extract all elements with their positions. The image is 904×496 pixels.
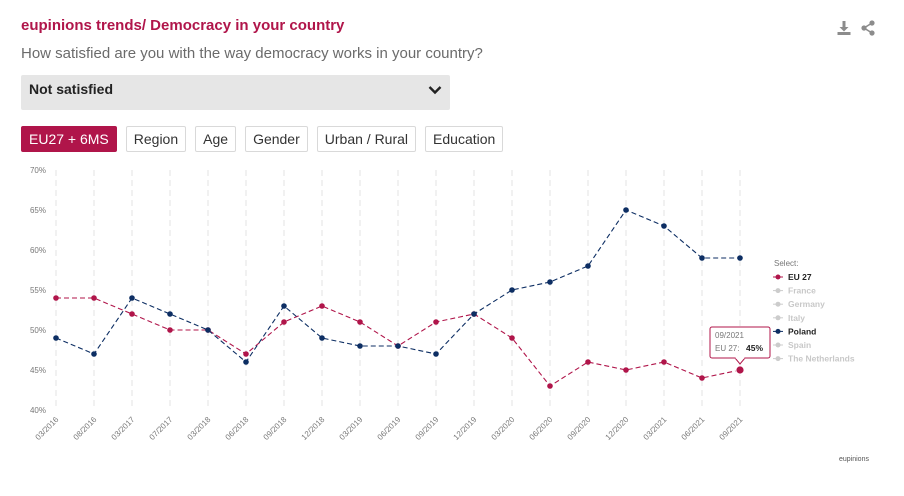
data-point [433, 319, 439, 325]
data-point [129, 295, 135, 301]
legend-marker [775, 315, 781, 321]
data-point [243, 351, 249, 357]
data-point [53, 295, 59, 301]
data-point [661, 359, 667, 365]
data-point [509, 335, 515, 341]
data-point [319, 335, 325, 341]
x-tick-label: 03/2020 [490, 415, 517, 442]
data-point [471, 311, 477, 317]
data-point [91, 295, 97, 301]
tab-region[interactable]: Region [125, 126, 187, 152]
x-tick-label: 09/2020 [566, 415, 593, 442]
data-point [623, 207, 629, 213]
answer-select-value: Not satisfied [29, 81, 114, 97]
legend-marker [775, 301, 781, 307]
data-point [205, 327, 211, 333]
chevron-down-icon [428, 86, 442, 95]
tab-education[interactable]: Education [425, 126, 504, 152]
data-point [281, 303, 287, 309]
share-icon[interactable] [860, 20, 876, 36]
highlight-point [735, 365, 745, 375]
legend-label: EU 27 [788, 272, 812, 282]
x-tick-label: 03/2016 [34, 415, 61, 442]
data-point [91, 351, 97, 357]
data-point [281, 319, 287, 325]
data-point [53, 335, 59, 341]
y-tick-label: 40% [30, 406, 46, 415]
legend-title: Select: [774, 259, 798, 268]
x-tick-label: 09/2018 [262, 415, 289, 442]
y-tick-label: 60% [30, 246, 46, 255]
data-point [547, 279, 553, 285]
legend-label: Germany [788, 299, 825, 309]
data-point [509, 287, 515, 293]
credit-label: eupinions [839, 456, 869, 463]
y-tick-label: 70% [30, 166, 46, 175]
y-tick-label: 50% [30, 326, 46, 335]
x-tick-label: 07/2017 [148, 415, 175, 442]
tooltip-arrow [733, 357, 747, 365]
x-tick-label: 12/2020 [604, 415, 631, 442]
toolbar [836, 20, 876, 36]
tab-age[interactable]: Age [195, 126, 237, 152]
x-tick-label: 06/2020 [528, 415, 555, 442]
data-point [585, 359, 591, 365]
data-point [547, 383, 553, 389]
x-tick-label: 06/2021 [680, 415, 707, 442]
x-tick-label: 12/2019 [452, 415, 479, 442]
tab-gender[interactable]: Gender [245, 126, 308, 152]
tab-eu27-6ms[interactable]: EU27 + 6MS [21, 126, 117, 152]
x-tick-label: 03/2018 [186, 415, 213, 442]
x-tick-label: 03/2021 [642, 415, 669, 442]
data-point [395, 343, 401, 349]
legend-label: Italy [788, 313, 805, 323]
data-point [167, 327, 173, 333]
data-point [319, 303, 325, 309]
answer-select[interactable]: Not satisfied [21, 75, 450, 110]
legend-marker [775, 356, 781, 362]
tooltip-value: 45% [746, 343, 763, 353]
breakdown-tabs: EU27 + 6MS Region Age Gender Urban / Rur… [21, 126, 504, 152]
legend-label: Spain [788, 340, 811, 350]
data-point [585, 263, 591, 269]
data-point [167, 311, 173, 317]
data-point [357, 319, 363, 325]
legend-marker [775, 342, 781, 348]
download-icon[interactable] [836, 20, 852, 36]
tooltip-arrow-mask [735, 356, 745, 359]
tooltip-label: EU 27: [715, 344, 739, 353]
y-tick-label: 45% [30, 366, 46, 375]
data-point [737, 255, 743, 261]
legend-marker [775, 288, 781, 294]
x-tick-label: 03/2017 [110, 415, 137, 442]
x-tick-label: 09/2021 [718, 415, 745, 442]
data-point [357, 343, 363, 349]
data-point [129, 311, 135, 317]
legend-label: Poland [788, 326, 816, 336]
data-point [699, 375, 705, 381]
x-tick-label: 08/2016 [72, 415, 99, 442]
x-tick-label: 06/2019 [376, 415, 403, 442]
data-point [661, 223, 667, 229]
question-text: How satisfied are you with the way democ… [21, 45, 483, 62]
y-tick-label: 65% [30, 206, 46, 215]
data-point [433, 351, 439, 357]
legend-marker [775, 274, 781, 280]
x-tick-label: 06/2018 [224, 415, 251, 442]
x-tick-label: 09/2019 [414, 415, 441, 442]
line-chart: 40% 45% 50% 55% 60% 65% 70% 03/2016 08/2016 03/2… [30, 166, 855, 442]
data-point [623, 367, 629, 373]
y-tick-label: 55% [30, 286, 46, 295]
data-point [243, 359, 249, 365]
legend-marker [775, 328, 781, 334]
data-point [699, 255, 705, 261]
x-tick-label: 12/2018 [300, 415, 327, 442]
page-title: eupinions trends/ Democracy in your coun… [21, 17, 345, 34]
legend-label: France [788, 286, 816, 296]
legend-label: The Netherlands [788, 354, 855, 364]
tooltip-date: 09/2021 [715, 331, 744, 340]
x-tick-label: 03/2019 [338, 415, 365, 442]
tab-urban-rural[interactable]: Urban / Rural [316, 126, 417, 152]
